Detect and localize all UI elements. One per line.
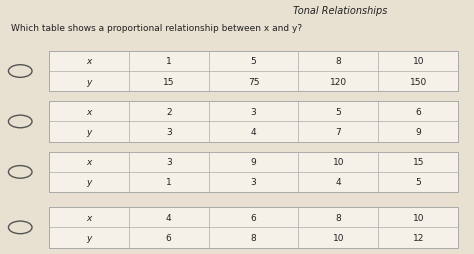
Text: y: y [86, 77, 91, 86]
Text: x: x [86, 213, 91, 222]
Text: 4: 4 [251, 128, 256, 136]
Text: 8: 8 [336, 213, 341, 222]
Text: 2: 2 [166, 107, 172, 116]
Text: 6: 6 [416, 107, 421, 116]
Text: Which table shows a proportional relationship between x and y?: Which table shows a proportional relatio… [11, 24, 302, 33]
Text: y: y [86, 233, 91, 242]
Text: 150: 150 [410, 77, 427, 86]
Text: y: y [86, 128, 91, 136]
Text: 5: 5 [251, 57, 256, 66]
Text: 7: 7 [336, 128, 341, 136]
Text: 1: 1 [166, 178, 172, 187]
Text: 3: 3 [251, 178, 256, 187]
Text: 10: 10 [413, 57, 424, 66]
Text: 10: 10 [333, 233, 344, 242]
Text: 75: 75 [248, 77, 259, 86]
Text: 9: 9 [416, 128, 421, 136]
Text: 8: 8 [251, 233, 256, 242]
Text: 3: 3 [166, 158, 172, 167]
Text: 12: 12 [413, 233, 424, 242]
Text: 10: 10 [413, 213, 424, 222]
Text: 4: 4 [166, 213, 172, 222]
Text: y: y [86, 178, 91, 187]
Text: Tonal Relationships: Tonal Relationships [293, 6, 388, 16]
Text: 10: 10 [333, 158, 344, 167]
Text: 6: 6 [166, 233, 172, 242]
Text: 3: 3 [166, 128, 172, 136]
Text: 120: 120 [330, 77, 347, 86]
Text: 5: 5 [336, 107, 341, 116]
Text: x: x [86, 57, 91, 66]
Text: 6: 6 [251, 213, 256, 222]
Text: x: x [86, 107, 91, 116]
Text: 9: 9 [251, 158, 256, 167]
Text: 15: 15 [163, 77, 174, 86]
Text: 15: 15 [413, 158, 424, 167]
Text: 4: 4 [336, 178, 341, 187]
Text: 5: 5 [416, 178, 421, 187]
Text: 1: 1 [166, 57, 172, 66]
Text: x: x [86, 158, 91, 167]
Text: 8: 8 [336, 57, 341, 66]
Text: 3: 3 [251, 107, 256, 116]
